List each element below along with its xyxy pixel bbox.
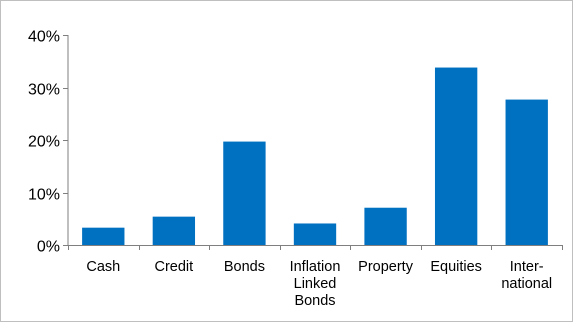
- x-tick-label-line: national: [501, 276, 552, 292]
- bar: [152, 216, 196, 245]
- x-tick-label: Property: [358, 259, 414, 275]
- bar: [293, 223, 337, 245]
- x-tick-label-line: Bonds: [294, 293, 335, 309]
- bar: [434, 67, 478, 245]
- x-tick-label-line: Linked: [294, 276, 337, 292]
- x-tick-label: Inter-national: [501, 259, 552, 292]
- x-tick-label: Credit: [155, 259, 194, 275]
- x-tick-label-line: Cash: [86, 259, 120, 275]
- x-tick-label: Cash: [86, 259, 120, 275]
- x-tick-label: Bonds: [224, 259, 265, 275]
- x-axis: Cash Credit Bonds Inflation Linked BondsPrope…: [68, 245, 563, 309]
- y-tick-label: 30%: [28, 82, 60, 99]
- y-tick-label: 10%: [28, 187, 60, 204]
- bar: [505, 99, 548, 245]
- x-tick-label-line: Credit: [155, 259, 194, 275]
- x-tick-label: Inflation Linked Bonds: [290, 259, 341, 309]
- bar: [82, 227, 125, 245]
- x-tick-label-line: Inflation: [290, 259, 341, 275]
- x-tick-label: Equities: [430, 259, 482, 275]
- bars: [82, 67, 548, 245]
- x-tick-label-line: Bonds: [224, 259, 265, 275]
- y-tick-label: 40%: [28, 29, 60, 46]
- bar: [364, 207, 407, 245]
- x-tick-label-line: Inter-: [510, 259, 544, 275]
- x-tick-label-line: Property: [358, 259, 414, 275]
- bar: [223, 141, 266, 245]
- y-tick-label: 0%: [37, 239, 60, 256]
- x-tick-label-line: Equities: [430, 259, 482, 275]
- y-tick-label: 20%: [28, 134, 60, 151]
- y-axis: 0% 10% 20% 30% 40%: [28, 29, 69, 256]
